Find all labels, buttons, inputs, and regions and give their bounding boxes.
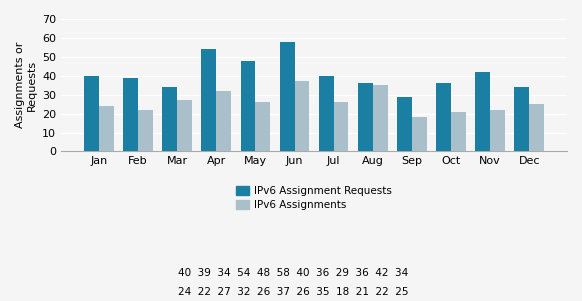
Bar xyxy=(475,72,490,151)
Bar xyxy=(201,49,217,151)
Text: 24  22  27  32  26  37  26  35  18  21  22  25: 24 22 27 32 26 37 26 35 18 21 22 25 xyxy=(178,287,408,296)
Bar xyxy=(240,61,255,151)
Bar xyxy=(333,102,349,151)
Bar xyxy=(217,91,231,151)
Bar xyxy=(451,112,466,151)
Bar xyxy=(177,100,192,151)
Bar xyxy=(372,85,388,151)
Bar xyxy=(255,102,270,151)
Bar xyxy=(99,106,114,151)
Legend: IPv6 Assignment Requests, IPv6 Assignments: IPv6 Assignment Requests, IPv6 Assignmen… xyxy=(236,186,392,210)
Bar xyxy=(358,83,372,151)
Bar xyxy=(514,87,529,151)
Bar xyxy=(138,110,153,151)
Bar xyxy=(490,110,505,151)
Bar xyxy=(123,78,138,151)
Bar xyxy=(436,83,451,151)
Bar xyxy=(294,82,310,151)
Bar xyxy=(319,76,333,151)
Bar xyxy=(84,76,99,151)
Bar xyxy=(529,104,544,151)
Bar xyxy=(280,42,294,151)
Text: 40  39  34  54  48  58  40  36  29  36  42  34: 40 39 34 54 48 58 40 36 29 36 42 34 xyxy=(178,268,408,278)
Y-axis label: Assignments or
Requests: Assignments or Requests xyxy=(15,42,37,129)
Bar xyxy=(162,87,177,151)
Bar xyxy=(397,97,412,151)
Bar xyxy=(412,117,427,151)
